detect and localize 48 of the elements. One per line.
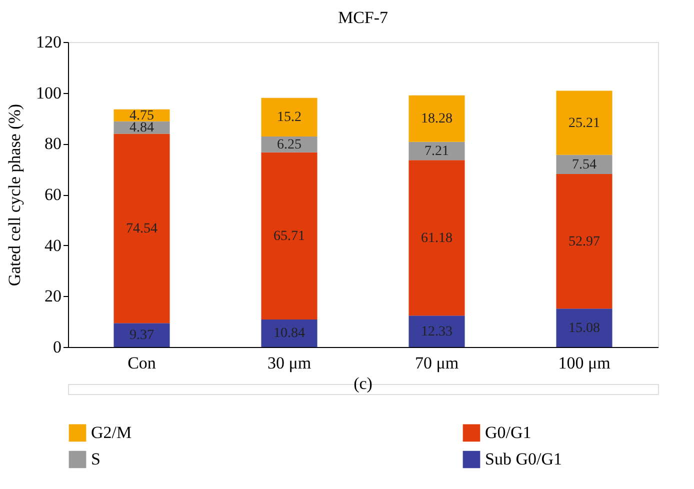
data-label: 15.08 — [568, 320, 600, 336]
y-tick-label: 60 — [44, 185, 62, 204]
bar — [261, 152, 318, 320]
data-label: 7.54 — [572, 157, 596, 172]
y-axis-title: Gated cell cycle phase (%) — [5, 104, 24, 286]
x-tick-label: Con — [128, 354, 156, 372]
data-label: 6.25 — [277, 137, 302, 152]
bar — [556, 90, 612, 155]
y-tick-label: 40 — [44, 236, 62, 255]
bar — [114, 323, 170, 347]
bar — [408, 160, 465, 316]
data-label: 4.75 — [130, 108, 154, 124]
data-label: 15.2 — [277, 110, 302, 126]
legend-label: G2/M — [91, 422, 132, 442]
chart-title: MCF-7 — [338, 8, 389, 27]
bar — [408, 95, 465, 142]
data-label: 74.54 — [126, 221, 158, 236]
x-tick-label: 100 μm — [558, 354, 610, 372]
data-label: 52.97 — [568, 234, 600, 250]
bar — [556, 308, 612, 347]
y-tick-label: 120 — [36, 32, 62, 52]
data-label: 7.21 — [424, 144, 449, 159]
bar — [556, 154, 612, 174]
data-label: 18.28 — [421, 112, 452, 127]
y-tick-label: 20 — [44, 286, 62, 306]
data-label: 61.18 — [421, 230, 452, 246]
legend-label: S — [91, 450, 100, 468]
bar — [408, 142, 465, 160]
data-label: 25.21 — [568, 116, 600, 131]
x-tick-label: 70 μm — [414, 354, 459, 372]
bar — [261, 98, 318, 137]
y-tick-label: 100 — [36, 83, 62, 102]
data-label: 10.84 — [274, 326, 305, 342]
data-label: 9.37 — [130, 328, 154, 344]
bar — [408, 316, 465, 347]
legend-label: Sub G0/G1 — [485, 450, 562, 468]
legend-label: G0/G1 — [485, 422, 532, 442]
bar — [114, 134, 170, 324]
y-tick-label: 0 — [53, 338, 62, 356]
bar — [261, 136, 318, 152]
y-tick-label: 80 — [44, 134, 62, 154]
text: (c) — [354, 374, 372, 393]
data-label: 4.84 — [130, 120, 154, 136]
bar — [556, 174, 612, 309]
data-label: 12.33 — [421, 324, 452, 340]
data-label: 65.71 — [274, 228, 305, 244]
bar — [261, 319, 318, 347]
x-tick-label: 30 μm — [267, 354, 312, 372]
